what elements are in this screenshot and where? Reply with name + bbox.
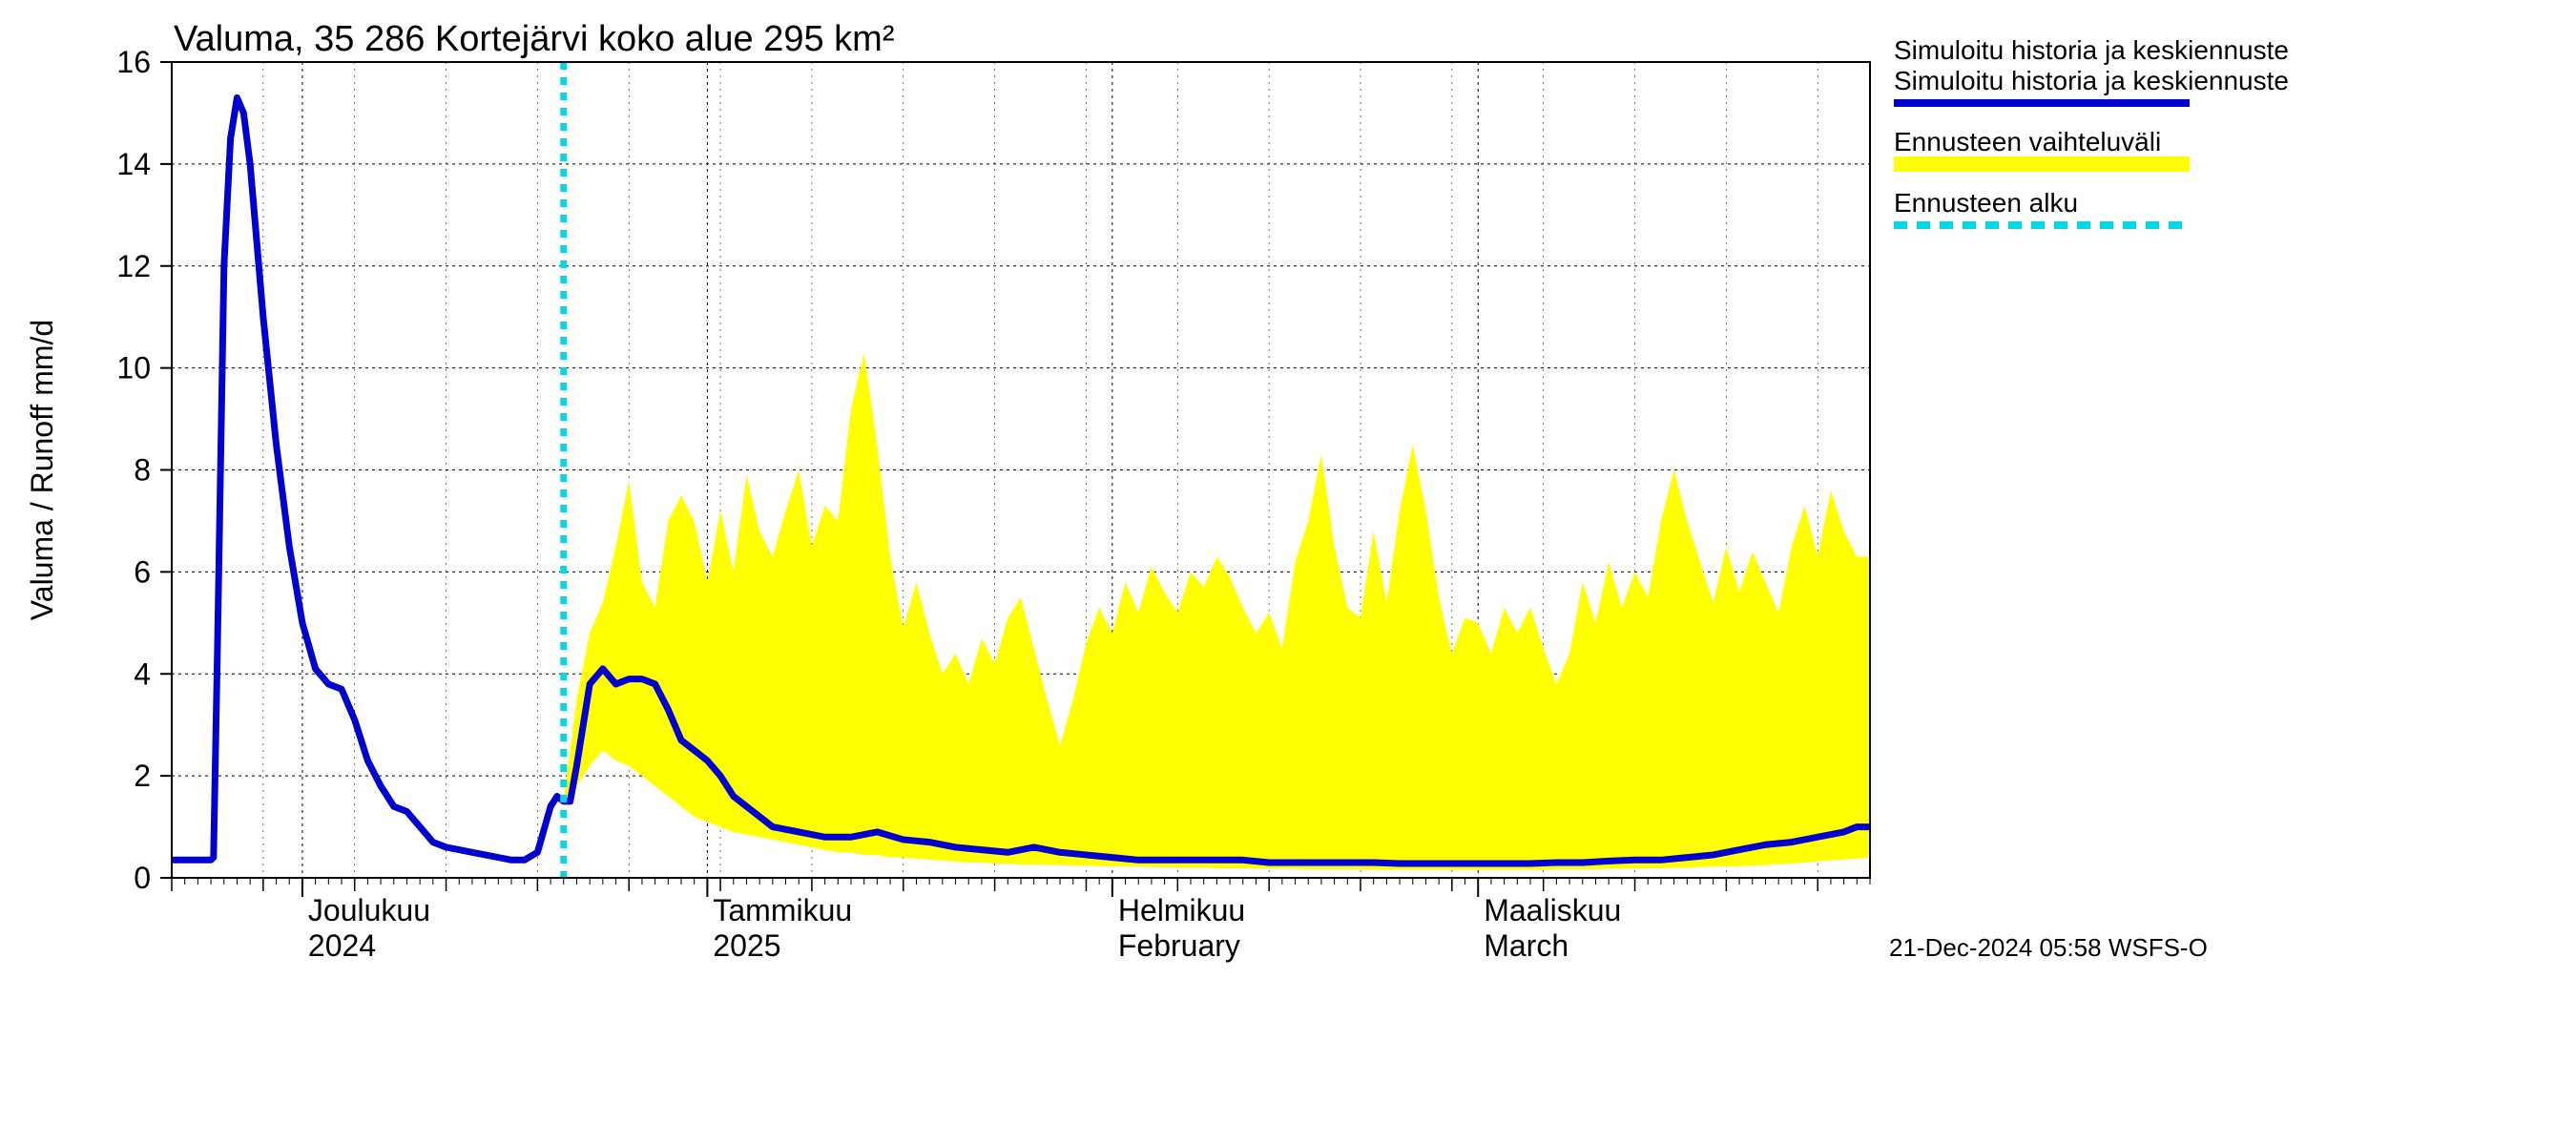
x-month-label: Tammikuu — [713, 893, 852, 927]
y-tick-label: 12 — [116, 249, 151, 283]
y-tick-label: 10 — [116, 351, 151, 385]
y-tick-label: 14 — [116, 147, 151, 181]
x-month-label: Maaliskuu — [1484, 893, 1621, 927]
chart-footer: 21-Dec-2024 05:58 WSFS-O — [1889, 933, 2208, 962]
x-month-sublabel: 2025 — [713, 928, 780, 963]
x-month-sublabel: 2024 — [308, 928, 376, 963]
legend-label: Ennusteen vaihteluväli — [1894, 127, 2161, 156]
chart-svg: 0 2 4 6 8 10 12 14 16 Valuma / Runoff mm/d Jouluku… — [0, 0, 2576, 1145]
legend-label: Simuloitu historia ja keskiennuste — [1894, 35, 2289, 65]
y-tick-label: 16 — [116, 45, 151, 79]
x-month-label: Joulukuu — [308, 893, 430, 927]
x-month-sublabel: March — [1484, 928, 1568, 963]
legend-swatch-range — [1894, 156, 2190, 172]
x-month-sublabel: February — [1118, 928, 1240, 963]
y-tick-label: 4 — [134, 656, 151, 691]
y-axis-label: Valuma / Runoff mm/d — [25, 320, 59, 620]
y-tick-label: 2 — [134, 759, 151, 793]
runoff-forecast-chart: 0 2 4 6 8 10 12 14 16 Valuma / Runoff mm/d Jouluku… — [0, 0, 2576, 1145]
y-tick-label: 0 — [134, 861, 151, 895]
y-tick-label: 8 — [134, 453, 151, 488]
legend-label: Ennusteen alku — [1894, 188, 2078, 218]
y-tick-label: 6 — [134, 554, 151, 589]
x-month-label: Helmikuu — [1118, 893, 1245, 927]
legend-label: Simuloitu historia ja keskiennuste — [1894, 66, 2289, 95]
chart-title: Valuma, 35 286 Kortejärvi koko alue 295 … — [174, 19, 894, 59]
